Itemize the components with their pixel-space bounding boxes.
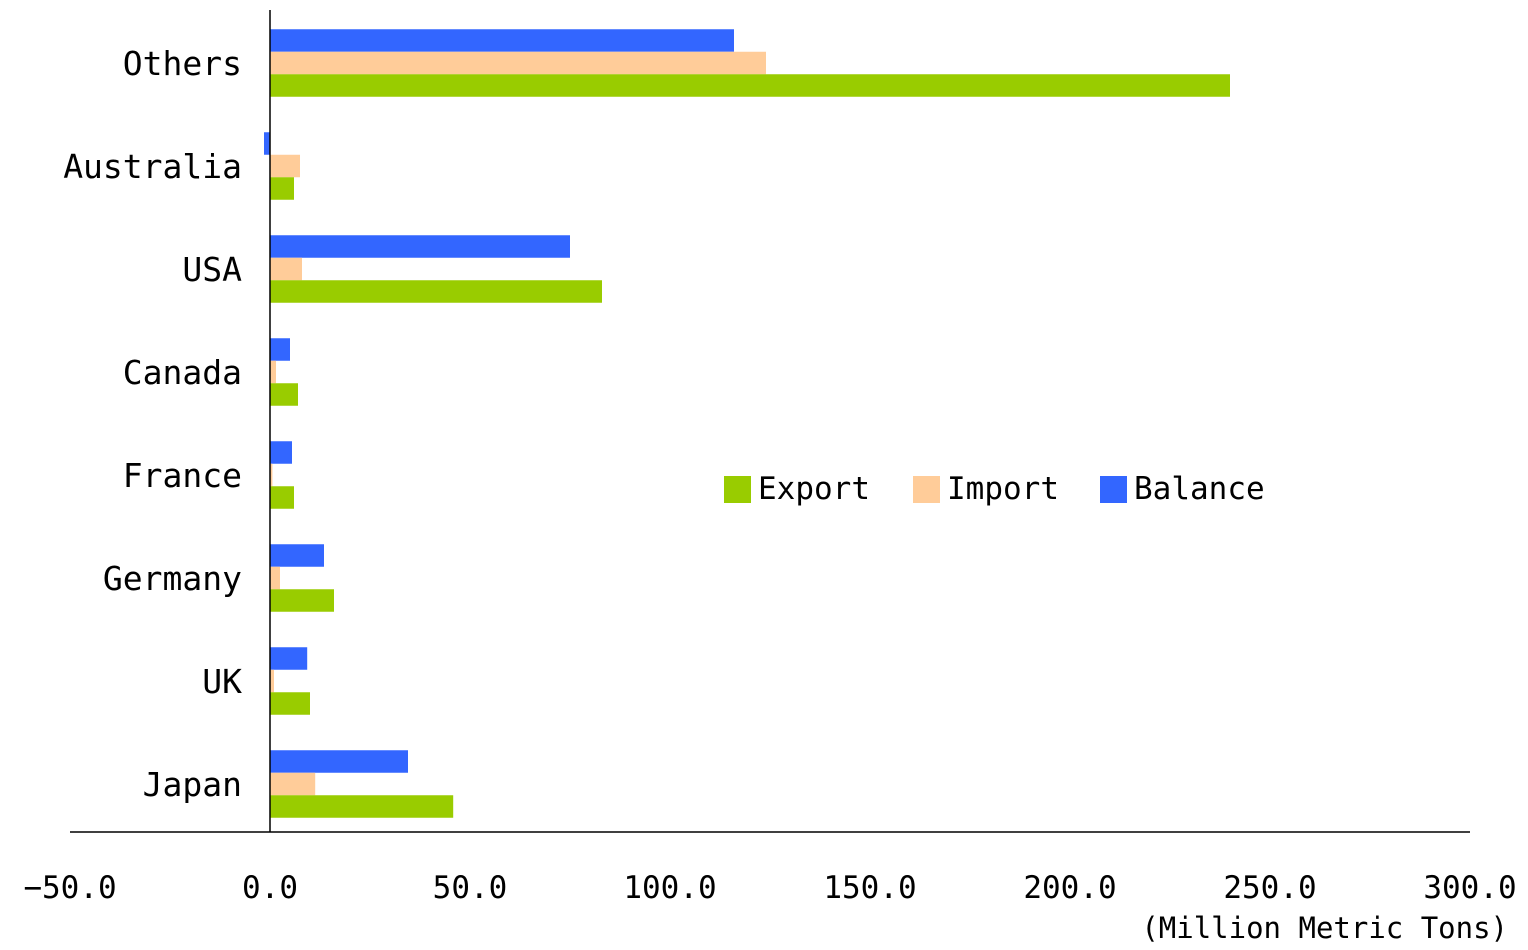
bar-import-uk bbox=[270, 669, 274, 693]
legend-swatch-export bbox=[724, 476, 751, 503]
bar-balance-uk bbox=[270, 647, 308, 670]
bar-balance-usa bbox=[270, 235, 570, 258]
labels-layer: Japan UK Germany France Canada USA Australia Ot… bbox=[23, 44, 1516, 906]
x-tick-label: 250.0 bbox=[1223, 870, 1316, 906]
legend-label-balance: Balance bbox=[1134, 471, 1265, 507]
bars-layer bbox=[264, 29, 1230, 818]
x-tick-label: 50.0 bbox=[433, 870, 508, 906]
bar-balance-france bbox=[270, 441, 292, 464]
x-axis-unit-label: (Million Metric Tons) bbox=[1141, 911, 1508, 945]
bar-import-australia bbox=[270, 154, 300, 178]
bar-export-others bbox=[270, 74, 1230, 97]
bar-balance-australia bbox=[264, 132, 270, 155]
legend-label-export: Export bbox=[758, 471, 870, 507]
x-tick-label: −50.0 bbox=[23, 870, 116, 906]
x-tick-label: 100.0 bbox=[623, 870, 716, 906]
category-label-uk: UK bbox=[202, 662, 242, 701]
bar-balance-japan bbox=[270, 750, 408, 773]
bar-import-usa bbox=[270, 257, 302, 281]
bar-balance-germany bbox=[270, 544, 324, 567]
bar-export-canada bbox=[270, 383, 298, 406]
legend: Export Import Balance bbox=[724, 471, 1265, 507]
bar-export-japan bbox=[270, 795, 454, 818]
x-tick-label: 150.0 bbox=[823, 870, 916, 906]
category-label-japan: Japan bbox=[143, 765, 242, 804]
x-tick-label: 200.0 bbox=[1023, 870, 1116, 906]
category-label-usa: USA bbox=[182, 250, 242, 289]
axes-layer bbox=[70, 10, 1470, 833]
category-label-germany: Germany bbox=[103, 559, 242, 598]
x-tick-label: 0.0 bbox=[242, 870, 298, 906]
bar-balance-canada bbox=[270, 338, 290, 361]
bar-import-others bbox=[270, 51, 766, 75]
bar-import-canada bbox=[270, 360, 276, 384]
bar-import-japan bbox=[270, 772, 316, 796]
category-label-canada: Canada bbox=[123, 353, 242, 392]
legend-swatch-import bbox=[913, 476, 940, 503]
bar-export-australia bbox=[270, 177, 294, 200]
bar-export-germany bbox=[270, 589, 334, 612]
bar-export-france bbox=[270, 486, 294, 509]
legend-label-import: Import bbox=[947, 471, 1059, 507]
bar-export-uk bbox=[270, 692, 310, 715]
bar-balance-others bbox=[270, 29, 734, 52]
category-label-france: France bbox=[123, 456, 242, 495]
bar-export-usa bbox=[270, 280, 602, 303]
x-tick-label: 300.0 bbox=[1423, 870, 1516, 906]
legend-swatch-balance bbox=[1100, 476, 1127, 503]
category-label-others: Others bbox=[123, 44, 242, 83]
bar-import-germany bbox=[270, 566, 280, 590]
category-label-australia: Australia bbox=[63, 147, 242, 186]
bar-import-france bbox=[270, 463, 273, 487]
